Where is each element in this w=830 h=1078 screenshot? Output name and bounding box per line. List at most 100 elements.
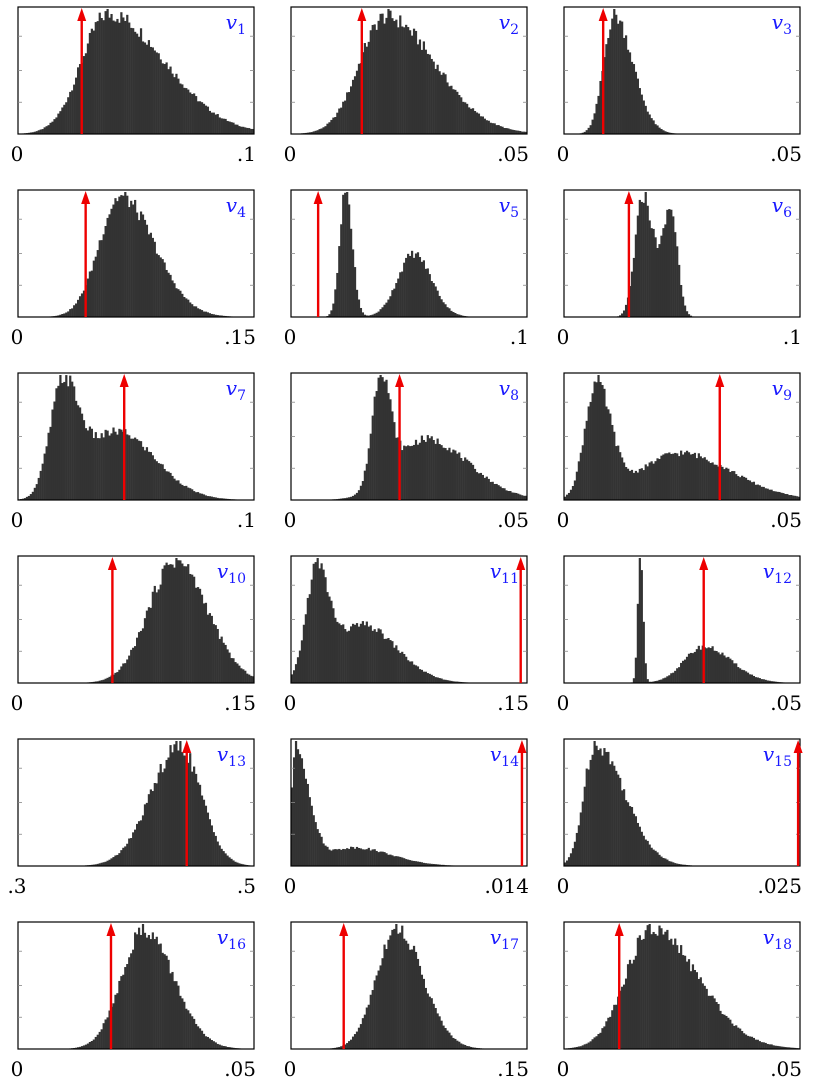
histogram-bar [330,310,333,317]
histogram-bar [230,122,233,134]
histogram-bar [744,671,748,683]
histogram-bar [770,489,773,500]
histogram-bar [193,1018,196,1049]
histogram-bar [725,467,728,500]
reference-arrowhead [182,740,192,753]
histogram-bar [401,651,404,683]
histogram-bar [177,480,180,500]
histogram-bar [137,632,141,683]
histogram-bar [198,493,202,500]
histogram-bar [636,78,639,134]
histogram-bar [428,54,431,134]
histogram-bar [218,1044,221,1049]
histogram-bar [666,131,669,134]
histogram-bar [165,62,168,134]
histogram-bar [642,621,645,683]
histogram-bar [628,806,632,866]
histogram-bar [169,973,172,1049]
histogram-bar [35,484,38,500]
histogram-bar [220,636,223,683]
histogram-bar [324,845,327,866]
histogram-bar [426,268,429,317]
histogram-bar [351,1036,355,1049]
histogram-bar [628,52,632,135]
histogram-bar [169,564,172,683]
histogram-bar [660,129,663,134]
histogram-bar [715,651,718,683]
panel-label: v8 [499,376,519,404]
histogram-bar [355,1031,359,1049]
histogram-bar [232,860,235,866]
histogram-bar [393,928,396,1049]
histogram-bar [238,863,241,866]
histogram-bar [469,108,473,134]
histogram-bar [466,103,469,134]
histogram-bar [723,655,726,683]
histogram-bar [193,93,196,134]
panel-label: v3 [772,10,792,38]
histogram-bar [735,474,738,500]
histogram-bar [102,1023,105,1049]
histogram-bar [623,984,626,1049]
histogram-bar [128,957,131,1049]
histogram-bar [367,847,370,866]
histogram-bar [721,652,724,683]
histogram-bar [770,681,773,683]
histogram-bar [90,1041,93,1049]
histogram-bar [145,447,149,500]
histogram-bar [762,1042,765,1049]
histogram-bar [385,853,388,866]
histogram-bar [642,470,645,500]
histogram-bar [340,849,343,866]
histogram-bar [393,647,396,683]
histogram-bar [130,649,133,683]
histogram-bar [200,493,204,500]
histogram-bar [357,490,361,500]
histogram-bar [324,126,327,134]
histogram-bar [312,563,315,683]
histogram-bar [460,315,463,317]
histogram-bar [483,118,486,134]
histogram-bar [387,299,390,317]
histogram-bars [67,924,245,1049]
histogram-bar [357,626,361,683]
histogram-bar [361,312,365,317]
histogram-bar [521,131,524,134]
histogram-bar [350,626,353,683]
histogram-bar [603,388,606,500]
histogram-bar [98,240,101,317]
histogram-bar [770,1044,773,1049]
histogram-bar [401,271,404,317]
histogram-bar [340,625,343,683]
histogram-bar [607,1017,610,1049]
histogram-bar [106,677,109,683]
panel-label-base: v [763,742,775,766]
histogram-bar [292,670,296,683]
histogram-bar [314,822,317,866]
histogram-bar [193,491,196,500]
histogram-bar [204,311,208,317]
histogram-bar [128,655,131,683]
x-tick-max: .05 [770,142,802,166]
histogram-bar [338,623,341,683]
histogram-bar [98,1031,101,1049]
histogram-bar [159,584,162,683]
histogram-bar [460,1043,463,1049]
histogram-bar [193,576,196,683]
histogram-bar [61,107,64,134]
histogram-bar [114,994,117,1049]
panel-label: v17 [490,925,519,953]
histogram-bar [583,1044,586,1049]
histogram-bar [687,314,691,317]
histogram-bar [662,678,665,683]
histogram-bar [351,495,355,500]
histogram-bar [642,938,645,1049]
histogram-bar [377,970,380,1049]
histogram-bar [216,497,219,500]
histogram-bar [187,1010,190,1049]
histogram-bar [438,864,441,866]
histogram-bar [294,741,298,866]
histogram-bar [658,925,661,1049]
histogram-bar [196,308,200,317]
histogram-bar [236,663,239,683]
